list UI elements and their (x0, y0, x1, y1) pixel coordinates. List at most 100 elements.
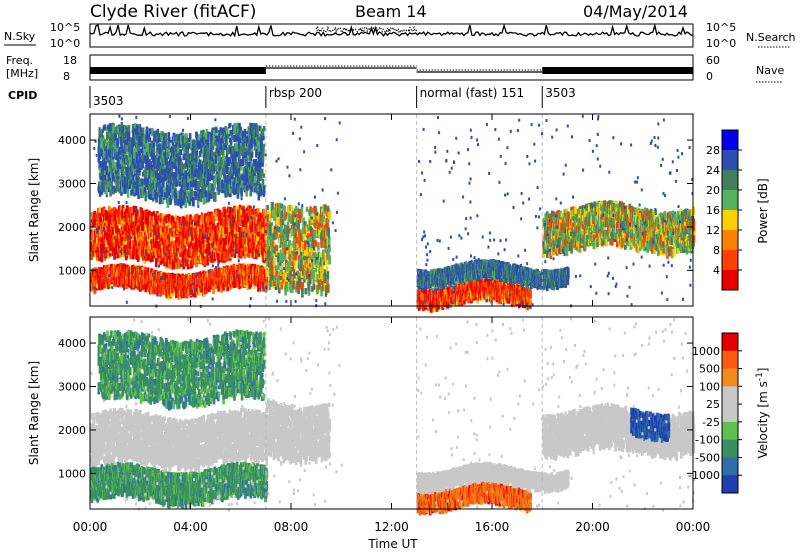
heat-cell (152, 147, 156, 154)
heat-cell (108, 219, 111, 229)
heat-cell (165, 214, 168, 223)
heat-cell (108, 251, 112, 256)
heat-cell (157, 213, 160, 218)
heat-cell (154, 237, 158, 245)
heat-cell (180, 163, 184, 173)
heat-cell (102, 219, 105, 227)
heat-cell (139, 233, 142, 241)
beam-title: Beam 14 (355, 2, 427, 21)
freq-series (90, 65, 693, 74)
heat-cell (121, 204, 125, 210)
heat-cell (191, 255, 195, 265)
freq-unit: [MHz] (6, 67, 38, 80)
heat-cell (155, 229, 159, 240)
heat-cell (144, 174, 147, 179)
heat-cell (144, 191, 147, 202)
heat-cell (126, 216, 129, 223)
heat-cell (147, 221, 150, 231)
nsky-series (89, 22, 694, 38)
heat-cell (158, 253, 161, 262)
heat-cell (178, 259, 182, 266)
heat-cell (145, 229, 148, 237)
heat-cell (175, 261, 178, 270)
heat-cell (152, 246, 155, 255)
heat-cell (144, 209, 147, 218)
heat-cell (104, 215, 108, 221)
heat-cell (107, 252, 110, 259)
heat-cell (102, 236, 105, 246)
heat-cell (167, 243, 171, 251)
heat-cell (117, 228, 121, 234)
heat-cell (134, 219, 138, 227)
heat-cell (162, 226, 165, 236)
heat-cell (179, 251, 182, 257)
heat-cell (99, 213, 103, 222)
heat-cell (136, 209, 139, 216)
heat-cell (164, 132, 168, 139)
heat-cell (112, 242, 115, 253)
freq-tick-top: 18 (63, 54, 77, 67)
heat-cell (183, 258, 187, 267)
heat-cell (189, 214, 192, 224)
station-title: Clyde River (fitACF) (90, 2, 256, 22)
nsky-tick-bottom: 10^0 (50, 37, 80, 50)
cpid-segment-label: 3503 (545, 86, 576, 100)
heat-cell (125, 230, 128, 241)
heat-cell (108, 233, 111, 238)
heat-cell (162, 232, 165, 237)
heat-cell (100, 254, 104, 263)
heat-cell (96, 243, 99, 249)
heat-cell (194, 216, 198, 221)
heat-cell (131, 221, 135, 231)
heat-cell (95, 236, 99, 246)
heat-cell (132, 215, 135, 223)
freq-tick-bottom: 8 (63, 70, 70, 83)
heat-cell (149, 232, 153, 237)
heat-cell (152, 251, 156, 259)
heat-cell (144, 218, 148, 225)
heat-cell (116, 223, 119, 231)
heat-cell (147, 253, 151, 261)
heat-cell (124, 144, 127, 153)
heat-cell (131, 252, 135, 259)
heat-cell (184, 233, 187, 244)
heat-cell (146, 238, 150, 246)
heat-cell (189, 237, 192, 244)
heat-cell (200, 215, 204, 223)
heat-cell (170, 235, 173, 242)
heat-cell (152, 211, 156, 216)
heat-cell (132, 221, 136, 226)
heat-cell (191, 234, 194, 241)
heat-cell (112, 241, 116, 246)
cpid-segment-label: rbsp 200 (269, 86, 322, 100)
nave-tick-top: 60 (706, 54, 720, 67)
heat-cell (110, 208, 114, 216)
heat-cell (182, 216, 185, 224)
heat-cell (140, 217, 144, 222)
heat-cell (100, 243, 103, 249)
heat-cell (169, 255, 172, 265)
heat-cell (113, 220, 117, 230)
nsearch-series (315, 25, 418, 34)
heat-cell (182, 243, 185, 253)
heat-cell (90, 253, 93, 260)
cpid-segment-label: 3503 (93, 94, 124, 108)
heat-cell (108, 206, 111, 213)
nsearch-label: N.Search (746, 31, 796, 44)
heat-cell (191, 216, 195, 225)
heat-cell (123, 244, 127, 250)
freq-block (542, 67, 693, 74)
heat-cell (105, 232, 109, 241)
heat-cell (128, 246, 132, 255)
heat-cell (124, 208, 128, 219)
nsky-tick-top: 10^5 (50, 21, 80, 34)
heat-cell (151, 252, 154, 262)
cpid-label: CPID (8, 89, 37, 102)
heat-cell (132, 205, 136, 214)
heat-cell (178, 216, 181, 224)
heat-cell (94, 248, 98, 254)
heat-cell (121, 228, 125, 236)
heat-cell (111, 226, 115, 235)
heat-cell (128, 241, 132, 249)
